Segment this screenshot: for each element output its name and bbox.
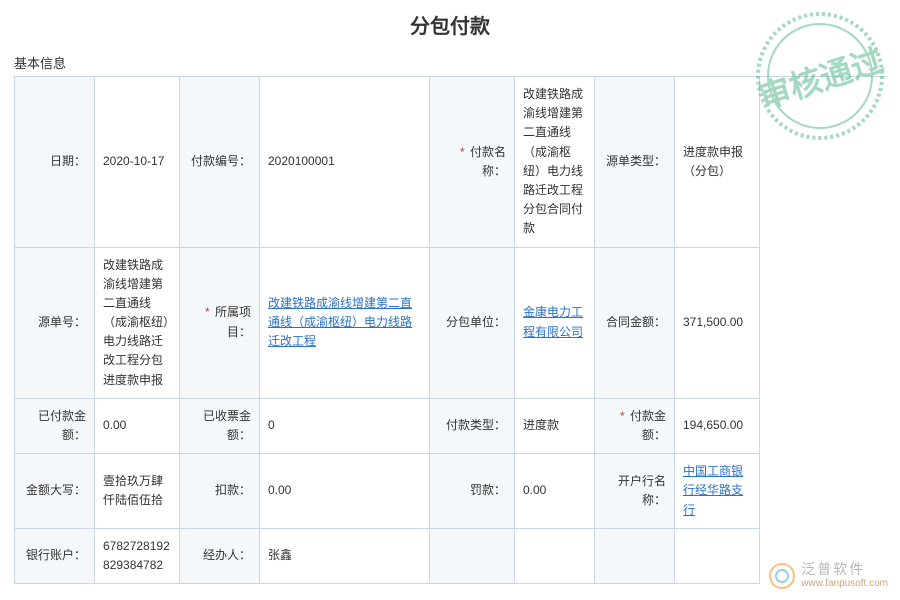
field-label: 付款金额：: [595, 399, 675, 454]
field-value: 371,500.00: [675, 248, 760, 399]
field-value[interactable]: 金康电力工程有限公司: [515, 248, 595, 399]
field-value: 2020-10-17: [95, 77, 180, 248]
field-label: 源单号：: [15, 248, 95, 399]
field-value[interactable]: 改建铁路成渝线增建第二直通线（成渝枢纽）电力线路迁改工程: [260, 248, 430, 399]
page-title: 分包付款: [0, 0, 900, 53]
field-value: 壹拾玖万肆仟陆佰伍拾: [95, 454, 180, 529]
field-value: 进度款申报（分包）: [675, 77, 760, 248]
field-label: [430, 529, 515, 584]
field-label: 扣款：: [180, 454, 260, 529]
field-value: 194,650.00: [675, 399, 760, 454]
field-value[interactable]: 中国工商银行经华路支行: [675, 454, 760, 529]
field-label: 源单类型：: [595, 77, 675, 248]
field-label: 罚款：: [430, 454, 515, 529]
field-value: 0.00: [260, 454, 430, 529]
field-value: 6782728192829384782: [95, 529, 180, 584]
field-label: 付款名称：: [430, 77, 515, 248]
field-value: 0.00: [95, 399, 180, 454]
field-label: 已付款金额：: [15, 399, 95, 454]
field-label: 付款类型：: [430, 399, 515, 454]
field-value: 进度款: [515, 399, 595, 454]
field-label: 合同金额：: [595, 248, 675, 399]
field-value: [675, 529, 760, 584]
section-basic: 基本信息: [14, 53, 886, 72]
field-label: 银行账户：: [15, 529, 95, 584]
field-value: 2020100001: [260, 77, 430, 248]
field-label: 付款编号：: [180, 77, 260, 248]
field-value: 0.00: [515, 454, 595, 529]
form-table: 日期：2020-10-17付款编号：2020100001付款名称：改建铁路成渝线…: [14, 76, 886, 584]
field-label: 已收票金额：: [180, 399, 260, 454]
field-label: 日期：: [15, 77, 95, 248]
field-value: 改建铁路成渝线增建第二直通线（成渝枢纽）电力线路迁改工程分包进度款申报: [95, 248, 180, 399]
field-value: 0: [260, 399, 430, 454]
field-label: 分包单位：: [430, 248, 515, 399]
field-label: 金额大写：: [15, 454, 95, 529]
field-label: 开户行名称：: [595, 454, 675, 529]
field-label: [595, 529, 675, 584]
field-value: 张鑫: [260, 529, 430, 584]
field-label: 经办人：: [180, 529, 260, 584]
field-value: [515, 529, 595, 584]
field-value: 改建铁路成渝线增建第二直通线（成渝枢纽）电力线路迁改工程分包合同付款: [515, 77, 595, 248]
field-label: 所属项目：: [180, 248, 260, 399]
